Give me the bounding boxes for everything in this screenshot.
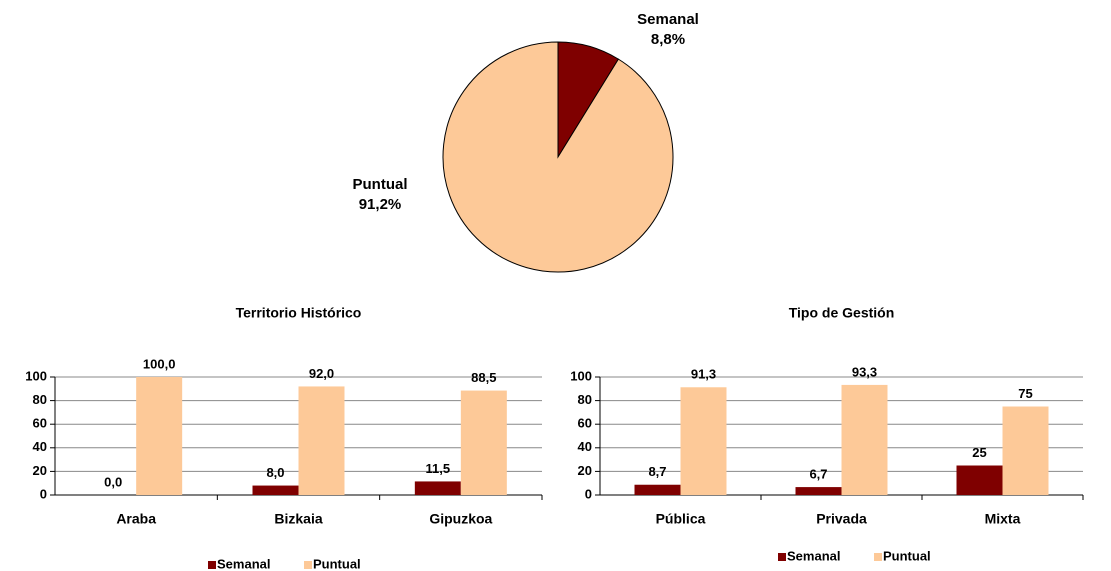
legend-swatch: [208, 561, 216, 569]
bar: [680, 387, 727, 495]
legend-label: Puntual: [313, 556, 361, 571]
y-tick-label: 20: [578, 463, 592, 478]
data-label: 25: [972, 445, 986, 460]
data-label: 8,0: [266, 465, 284, 480]
data-label: 88,5: [471, 370, 496, 385]
x-tick-label: Privada: [816, 511, 867, 527]
bar: [460, 390, 507, 495]
data-label: 11,5: [426, 461, 451, 476]
bar: [795, 487, 842, 495]
y-tick-label: 100: [25, 368, 47, 383]
data-label: 100,0: [143, 356, 176, 371]
data-label: 6,7: [809, 467, 827, 482]
y-tick-label: 0: [40, 486, 47, 501]
data-label: 91,3: [691, 367, 716, 382]
data-label: 8,7: [648, 464, 666, 479]
chart-title: Tipo de Gestión: [789, 305, 895, 321]
bar: [298, 386, 345, 495]
bar: [1002, 406, 1049, 495]
y-tick-label: 0: [585, 486, 592, 501]
slice-value-label: 91,2%: [359, 196, 402, 213]
y-tick-label: 100: [570, 368, 592, 383]
x-tick-label: Gipuzkoa: [429, 511, 492, 527]
bar: [252, 485, 299, 495]
data-label: 75: [1018, 386, 1032, 401]
slice-value-label: 8,8%: [651, 31, 685, 48]
bar: [414, 481, 461, 495]
y-tick-label: 80: [33, 392, 47, 407]
legend-swatch: [874, 553, 882, 561]
y-tick-label: 60: [578, 416, 592, 431]
slice-label: Semanal: [637, 11, 699, 28]
y-tick-label: 40: [578, 439, 592, 454]
bar: [136, 377, 183, 495]
slice-label: Puntual: [353, 176, 408, 193]
data-label: 92,0: [309, 366, 334, 381]
y-tick-label: 60: [33, 416, 47, 431]
data-label: 93,3: [852, 364, 877, 379]
chart-title: Territorio Histórico: [236, 305, 362, 321]
legend-label: Semanal: [217, 556, 270, 571]
x-tick-label: Mixta: [985, 511, 1021, 527]
y-tick-label: 20: [33, 463, 47, 478]
bar: [841, 384, 888, 495]
y-tick-label: 40: [33, 439, 47, 454]
legend-label: Puntual: [883, 548, 931, 563]
y-tick-label: 80: [578, 392, 592, 407]
legend-swatch: [304, 561, 312, 569]
x-tick-label: Bizkaia: [274, 511, 322, 527]
legend-swatch: [778, 553, 786, 561]
bar: [956, 465, 1003, 495]
data-label: 0,0: [104, 474, 122, 489]
pie-slice: [442, 41, 674, 273]
bar: [634, 484, 681, 495]
x-tick-label: Araba: [116, 511, 156, 527]
legend-label: Semanal: [787, 548, 840, 563]
x-tick-label: Pública: [656, 511, 706, 527]
